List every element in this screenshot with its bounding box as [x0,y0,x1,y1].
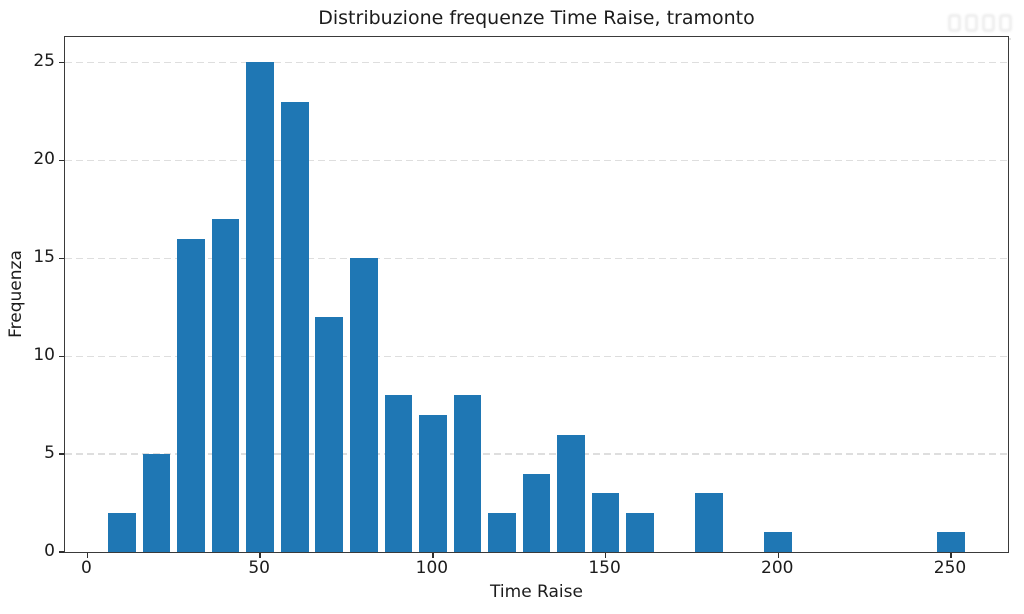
y-tick-label-10: 10 [33,345,55,366]
bar-bin-90 [384,395,413,552]
x-tick-label-200: 200 [761,558,794,578]
bar-bin-160 [626,512,654,552]
bar-bin-80 [349,258,378,552]
gridline-y-10 [65,355,1008,357]
bar-bin-60 [280,101,309,552]
bar-bin-200 [764,532,793,552]
y-tick-mark-5 [58,453,64,455]
x-tick-mark-100 [432,553,434,559]
y-tick-label-5: 5 [44,443,55,464]
bar-bin-110 [453,395,482,552]
bar-bin-70 [315,317,344,552]
y-tick-mark-25 [58,61,64,64]
gridline-y-25 [65,61,1008,64]
y-tick-mark-10 [58,355,64,357]
x-tick-label-150: 150 [588,558,621,578]
x-tick-label-250: 250 [933,558,967,578]
gridline-y-20 [65,159,1008,162]
x-tick-label-0: 0 [81,558,92,578]
bar-bin-120 [488,512,516,552]
y-tick-mark-0 [58,551,64,553]
bar-bin-180 [695,493,724,552]
bar-bin-10 [108,512,136,552]
chart-title: Distribuzione frequenze Time Raise, tram… [318,7,755,29]
x-tick-mark-150 [604,553,607,559]
bar-bin-250 [937,532,965,552]
bar-bin-130 [522,473,551,552]
x-tick-label-100: 100 [415,558,449,578]
bar-bin-50 [246,62,274,552]
y-tick-mark-15 [58,257,64,259]
bar-bin-30 [177,238,205,552]
bar-bin-40 [211,219,240,552]
bar-bin-150 [591,493,620,552]
y-axis-label: Frequenza [6,250,26,338]
x-axis-label: Time Raise [490,582,583,602]
plot-area [58,36,1009,559]
y-tick-label-15: 15 [33,247,55,268]
y-tick-mark-20 [58,159,64,162]
gridline-y-5 [65,453,1008,455]
x-tick-label-50: 50 [248,558,270,578]
bar-bin-140 [557,434,585,552]
x-axis-tick-labels: 0 50 100 150 200 250 [64,558,1009,578]
y-axis-tick-labels: 0 5 10 15 20 25 [0,36,55,561]
x-tick-mark-200 [777,553,779,559]
bar-bin-20 [142,454,171,552]
x-tick-mark-0 [86,553,89,559]
bar-bin-100 [419,414,447,552]
gridline-y-15 [65,257,1008,259]
x-tick-mark-50 [259,553,261,559]
y-tick-label-0: 0 [44,541,55,561]
y-tick-label-20: 20 [33,149,55,170]
x-tick-mark-250 [950,553,952,559]
y-tick-label-25: 25 [33,51,55,72]
